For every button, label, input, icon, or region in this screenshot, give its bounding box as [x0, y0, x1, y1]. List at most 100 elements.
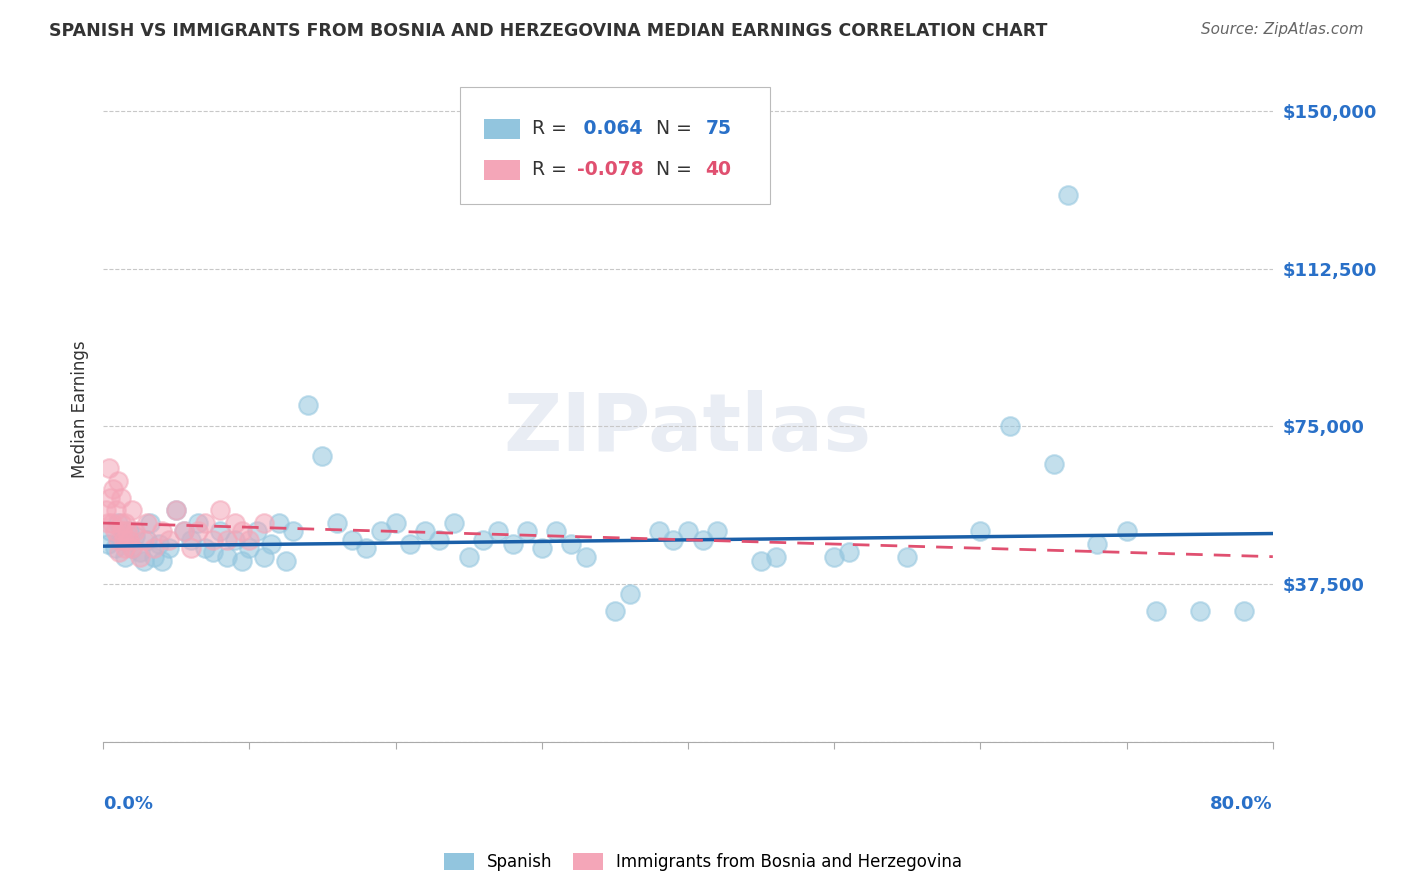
Text: -0.078: -0.078 — [576, 160, 644, 179]
Point — [1115, 524, 1137, 539]
Point — [838, 545, 860, 559]
Point — [260, 537, 283, 551]
Y-axis label: Median Earnings: Median Earnings — [72, 341, 89, 478]
Point — [311, 449, 333, 463]
Text: N =: N = — [644, 160, 697, 179]
Point — [114, 516, 136, 530]
Point — [238, 541, 260, 556]
Point — [969, 524, 991, 539]
Point — [187, 524, 209, 539]
Point — [128, 549, 150, 564]
Point — [224, 516, 246, 530]
Text: R =: R = — [533, 160, 574, 179]
Text: SPANISH VS IMMIGRANTS FROM BOSNIA AND HERZEGOVINA MEDIAN EARNINGS CORRELATION CH: SPANISH VS IMMIGRANTS FROM BOSNIA AND HE… — [49, 22, 1047, 40]
Point — [104, 524, 127, 539]
Point — [114, 549, 136, 564]
Point — [143, 549, 166, 564]
Point — [516, 524, 538, 539]
Point — [486, 524, 509, 539]
Point — [429, 533, 451, 547]
Point — [238, 533, 260, 547]
Point — [603, 604, 626, 618]
Point — [765, 549, 787, 564]
Point — [98, 461, 121, 475]
Point — [1087, 537, 1109, 551]
Point — [209, 524, 232, 539]
Point — [201, 545, 224, 559]
Point — [107, 516, 129, 530]
Point — [231, 554, 253, 568]
Point — [1188, 604, 1211, 618]
Point — [1144, 604, 1167, 618]
Text: 0.0%: 0.0% — [103, 795, 153, 813]
Point — [340, 533, 363, 547]
Point — [136, 516, 159, 530]
Point — [114, 541, 136, 556]
Point — [94, 503, 117, 517]
Point — [356, 541, 378, 556]
Point — [104, 541, 127, 556]
Point — [217, 533, 239, 547]
Point — [692, 533, 714, 547]
Point — [128, 545, 150, 559]
Point — [619, 587, 641, 601]
FancyBboxPatch shape — [485, 119, 520, 138]
Point — [132, 554, 155, 568]
Point — [115, 524, 138, 539]
Point — [157, 533, 180, 547]
Point — [370, 524, 392, 539]
Point — [998, 419, 1021, 434]
Point — [267, 516, 290, 530]
Point — [107, 474, 129, 488]
Point — [283, 524, 305, 539]
Point — [165, 503, 187, 517]
Point — [246, 524, 269, 539]
Point — [96, 516, 118, 530]
Point — [139, 516, 162, 530]
Point — [148, 537, 170, 551]
Legend: Spanish, Immigrants from Bosnia and Herzegovina: Spanish, Immigrants from Bosnia and Herz… — [436, 845, 970, 880]
Point — [560, 537, 582, 551]
Point — [108, 545, 131, 559]
Point — [100, 491, 122, 505]
Point — [413, 524, 436, 539]
Point — [136, 533, 159, 547]
Point — [546, 524, 568, 539]
Point — [209, 503, 232, 517]
Text: 40: 40 — [706, 160, 731, 179]
FancyBboxPatch shape — [485, 160, 520, 179]
Point — [823, 549, 845, 564]
Point — [253, 549, 276, 564]
Point — [194, 541, 217, 556]
Point — [101, 516, 124, 530]
Point — [201, 533, 224, 547]
Point — [187, 516, 209, 530]
Point — [457, 549, 479, 564]
Point — [180, 541, 202, 556]
Point — [502, 537, 524, 551]
Point — [648, 524, 671, 539]
Point — [1042, 457, 1064, 471]
Point — [676, 524, 699, 539]
Point — [143, 541, 166, 556]
Point — [180, 533, 202, 547]
Point — [575, 549, 598, 564]
Point — [274, 554, 297, 568]
Point — [173, 524, 195, 539]
Point — [111, 524, 134, 539]
Point — [165, 503, 187, 517]
Text: N =: N = — [644, 119, 697, 138]
Point — [896, 549, 918, 564]
Point — [118, 524, 141, 539]
Point — [297, 398, 319, 412]
Point — [124, 528, 146, 542]
Point — [121, 541, 143, 556]
Point — [384, 516, 406, 530]
Point — [100, 524, 122, 539]
Point — [217, 549, 239, 564]
Text: ZIPatlas: ZIPatlas — [503, 391, 872, 468]
Point — [110, 491, 132, 505]
Point — [105, 503, 128, 517]
Text: 80.0%: 80.0% — [1211, 795, 1272, 813]
Point — [96, 537, 118, 551]
